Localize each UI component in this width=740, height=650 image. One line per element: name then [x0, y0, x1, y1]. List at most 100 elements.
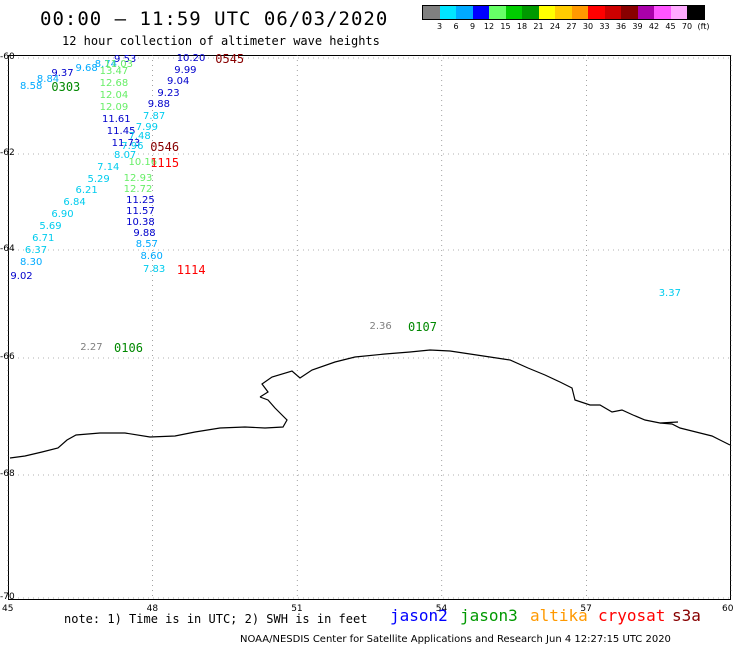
wave-height-value: 9.02 [10, 270, 33, 282]
scale-swatch [505, 6, 522, 19]
wave-height-value: 9.99 [174, 65, 197, 76]
color-scale: 3 6 9 12 15 18 21 24 27 30 33 36 39 42 45 70 (ft) [422, 5, 710, 32]
pass-time: 0303 [51, 79, 81, 94]
wave-height-value: 11.57 [126, 205, 155, 217]
lat-label: -64 [0, 244, 15, 254]
scale-swatch [456, 6, 473, 19]
wave-height-value: 12.72 [123, 183, 153, 195]
wave-height-value: 2.27 [80, 342, 103, 354]
wave-height-value: 6.21 [75, 185, 98, 197]
scale-label: 24 [549, 22, 561, 31]
wave-height-value: 9.37 [51, 68, 74, 80]
scale-label: 33 [599, 22, 610, 31]
legend-altika: altika [530, 606, 588, 625]
wave-height-value: 12.04 [99, 89, 129, 101]
credit-line: NOAA/NESDIS Center for Satellite Applica… [240, 634, 671, 645]
scale-label: (ft) [697, 22, 710, 31]
wave-height-value: 7.48 [128, 131, 151, 143]
scale-swatch [489, 6, 506, 19]
scale-label: 18 [516, 22, 528, 31]
scale-swatch [588, 6, 605, 19]
wave-height-value: 11.25 [126, 194, 155, 206]
scale-label: 15 [500, 22, 511, 31]
wave-height-value: 9.04 [167, 76, 190, 88]
wave-height-value: 10.16 [128, 157, 158, 169]
scale-label: 45 [665, 22, 676, 31]
legend-jason2: jason2 [390, 606, 448, 625]
wave-height-value: 9.23 [157, 87, 180, 99]
scale-swatch [439, 6, 456, 19]
wave-height-value: 6.71 [32, 233, 55, 245]
wave-height-value: 7.87 [142, 110, 166, 122]
wave-height-value: 11.03 [104, 58, 134, 70]
pass-time: 1114 [176, 262, 206, 277]
scale-swatch [522, 6, 539, 19]
scale-swatch [654, 6, 671, 19]
scale-label: 6 [453, 22, 459, 31]
legend-s3a: s3a [672, 606, 701, 625]
scale-swatch [670, 6, 687, 19]
scale-swatch [621, 6, 638, 19]
lon-label: 51 [291, 604, 303, 614]
scale-swatch [571, 6, 588, 19]
lon-label: 45 [2, 604, 14, 614]
wave-height-value: 8.30 [20, 257, 43, 269]
legend-cryosat: cryosat [598, 606, 666, 625]
wave-height-value: 10.38 [126, 216, 155, 228]
wave-height-value: 6.90 [51, 209, 74, 221]
grid-lines [7, 55, 732, 600]
lon-label: 60 [722, 604, 734, 614]
scale-label: 21 [533, 22, 544, 31]
wave-height-value: 7.83 [142, 263, 166, 275]
wave-height-value: 11.61 [101, 114, 131, 126]
coastline-west [9, 396, 288, 459]
legend-jason3: jason3 [460, 606, 518, 625]
color-scale-labels: 3 6 9 12 15 18 21 24 27 30 33 36 39 42 45 70 (ft) [422, 20, 710, 32]
scale-label: 36 [615, 22, 627, 31]
wave-height-value: 6.37 [24, 245, 48, 256]
lat-label: -70 [0, 592, 15, 602]
scale-swatch [538, 6, 555, 19]
wave-height-value: 7.99 [135, 121, 158, 133]
scale-swatch [472, 6, 489, 19]
pass-time: 0545 [215, 52, 245, 66]
wave-height-value: 8.58 [20, 80, 43, 92]
wave-height-value: 8.07 [114, 149, 137, 161]
color-scale-swatches [422, 5, 705, 20]
wave-height-value: 6.84 [63, 197, 86, 209]
pass-time: 1115 [150, 156, 180, 171]
scale-swatch [555, 6, 572, 19]
scale-label: 42 [648, 22, 660, 31]
scale-swatch [687, 6, 704, 19]
scale-label: 3 [436, 22, 443, 31]
wave-height-value: 5.69 [39, 221, 62, 232]
wave-height-value: 9.68 [75, 62, 98, 74]
scale-swatch [637, 6, 654, 19]
wave-height-value: 9.53 [114, 53, 137, 65]
wave-height-value: 12.93 [123, 173, 153, 184]
wave-height-value: 8.60 [140, 251, 163, 263]
wave-height-value: 12.68 [99, 77, 129, 89]
map-title: 00:00 – 11:59 UTC 06/03/2020 [40, 8, 389, 30]
wave-height-value: 9.88 [147, 99, 171, 111]
scale-label: 39 [632, 22, 643, 31]
lon-label: 57 [580, 604, 592, 614]
scale-label: 27 [566, 22, 577, 31]
scale-label: 12 [483, 22, 495, 31]
scale-label: 9 [469, 22, 476, 31]
wave-height-value: 3.37 [658, 288, 681, 300]
scale-swatch [604, 6, 621, 19]
wave-height-value: 8.84 [36, 73, 60, 85]
wave-height-value: 5.29 [87, 173, 110, 185]
wave-height-value: 8.57 [135, 239, 158, 251]
lat-label: -66 [0, 352, 15, 362]
lat-label: -60 [0, 52, 15, 62]
wave-height-value: 8.74 [94, 58, 118, 70]
scale-label: 30 [582, 22, 594, 31]
wave-height-value: 11.73 [111, 137, 141, 149]
wave-height-value: 7.14 [97, 161, 120, 173]
map-subtitle: 12 hour collection of altimeter wave hei… [62, 34, 380, 48]
wave-height-value: 9.88 [133, 228, 156, 240]
lon-label: 48 [146, 604, 159, 614]
